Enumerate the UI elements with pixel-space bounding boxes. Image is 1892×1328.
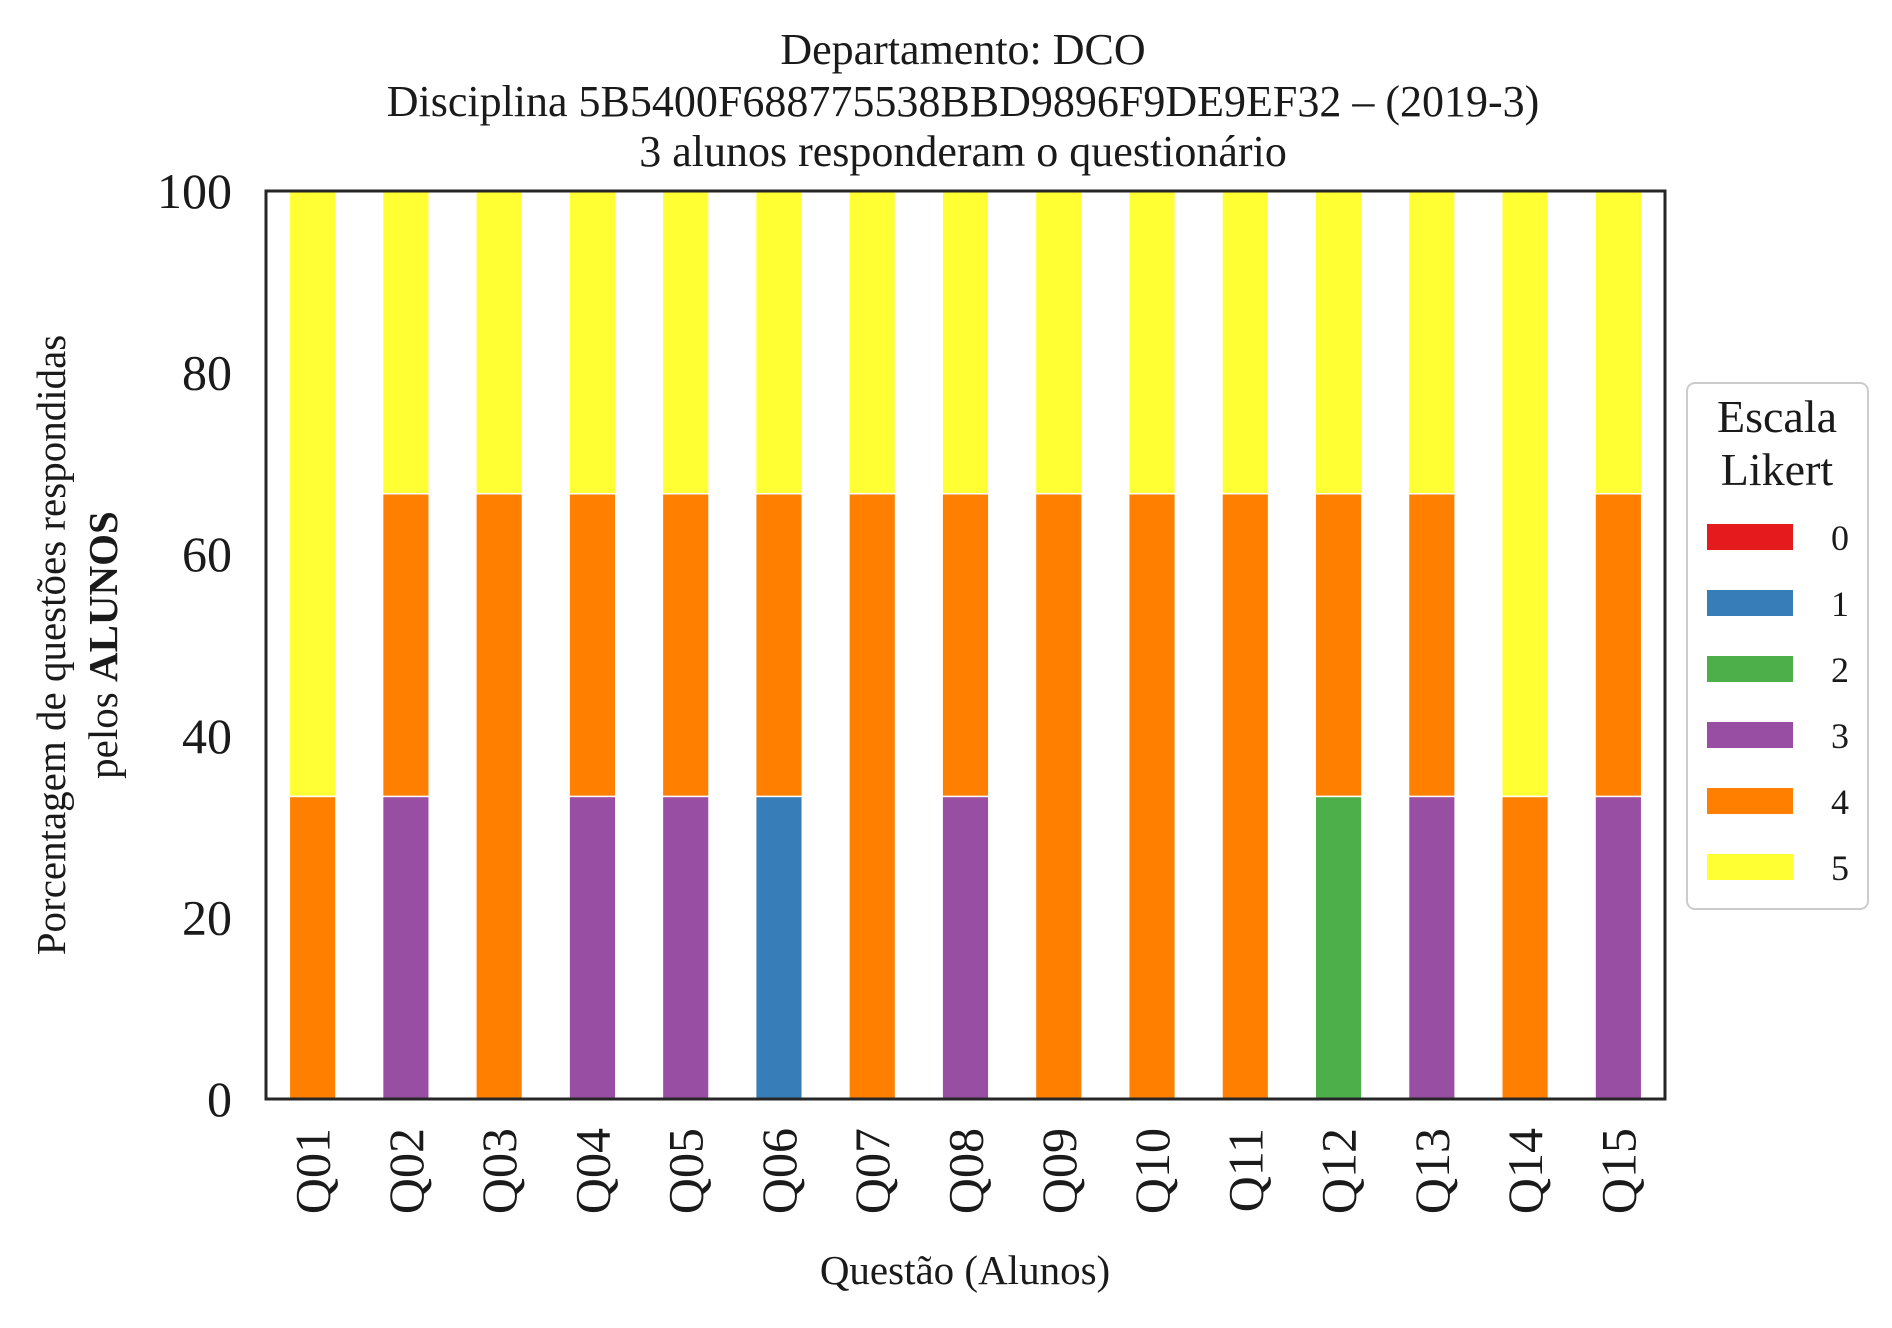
- legend: Escala Likert 0 1 2 3 4 5: [1686, 382, 1869, 910]
- y-axis-label-bold: ALUNOS: [80, 511, 126, 682]
- bar-q12-likert-2: [1314, 795, 1363, 1100]
- bar-q14-likert-5: [1501, 190, 1550, 798]
- bar-q08-likert-4: [941, 492, 990, 798]
- bar-q15-likert-3: [1594, 795, 1643, 1100]
- y-tick-label-80: 80: [182, 345, 232, 401]
- legend-label-0: 0: [1831, 518, 1849, 558]
- y-tick-label-60: 60: [182, 526, 232, 582]
- legend-title-line-2: Likert: [1721, 444, 1834, 495]
- y-tick-label-100: 100: [157, 163, 232, 219]
- bar-q01-likert-5: [288, 190, 337, 798]
- y-axis-label-prefix: pelos: [80, 682, 126, 779]
- x-tick-label-q05: Q05: [658, 1128, 714, 1214]
- bar-q09-likert-4: [1034, 492, 1083, 1100]
- bar-q11-likert-5: [1221, 190, 1270, 495]
- x-tick-label-q01: Q01: [285, 1128, 341, 1214]
- legend-items: 0 1 2 3 4 5: [1707, 518, 1849, 888]
- x-tick-label-q04: Q04: [564, 1128, 620, 1214]
- y-axis-label-line-1: Porcentagem de questões respondidas: [28, 335, 74, 956]
- bar-q05-likert-3: [661, 795, 710, 1100]
- bar-q11-likert-4: [1221, 492, 1270, 1100]
- bar-q02-likert-3: [381, 795, 430, 1100]
- x-tick-label-q08: Q08: [938, 1128, 994, 1214]
- bar-q02-likert-5: [381, 190, 430, 495]
- x-tick-label-q02: Q02: [378, 1128, 434, 1214]
- x-tick-label-q07: Q07: [844, 1128, 900, 1214]
- bar-q01-likert-4: [288, 795, 337, 1100]
- bar-q03-likert-5: [475, 190, 524, 495]
- legend-title-line-1: Escala: [1717, 391, 1837, 442]
- legend-label-3: 3: [1831, 716, 1849, 756]
- bar-q08-likert-3: [941, 795, 990, 1100]
- bar-q02-likert-4: [381, 492, 430, 798]
- legend-swatch-4: [1707, 788, 1793, 814]
- legend-swatch-3: [1707, 722, 1793, 748]
- bar-q04-likert-4: [568, 492, 617, 798]
- bar-q06-likert-1: [754, 795, 804, 1100]
- x-tick-label-q10: Q10: [1124, 1128, 1180, 1214]
- y-tick-label-0: 0: [207, 1071, 232, 1127]
- bar-q04-likert-3: [568, 795, 617, 1100]
- legend-box: [1686, 382, 1869, 910]
- bar-q10-likert-5: [1127, 190, 1177, 495]
- bar-q07-likert-5: [848, 190, 897, 495]
- legend-swatch-1: [1707, 590, 1793, 616]
- x-tick-label-q13: Q13: [1404, 1128, 1460, 1214]
- bar-q03-likert-4: [475, 492, 524, 1100]
- bar-q06-likert-5: [754, 190, 804, 495]
- bar-q06-likert-4: [754, 492, 804, 798]
- bar-q13-likert-4: [1407, 492, 1456, 798]
- bar-q13-likert-5: [1407, 190, 1456, 495]
- bar-q10-likert-4: [1127, 492, 1177, 1100]
- bar-q12-likert-4: [1314, 492, 1363, 798]
- bar-q14-likert-4: [1501, 795, 1550, 1100]
- x-tick-label-q06: Q06: [751, 1128, 807, 1214]
- bar-q12-likert-5: [1314, 190, 1363, 495]
- x-tick-label-q15: Q15: [1590, 1128, 1646, 1214]
- y-tick-label-40: 40: [182, 708, 232, 764]
- y-axis-label-line-2: pelos ALUNOS: [80, 511, 126, 779]
- bar-q07-likert-4: [848, 492, 897, 1100]
- bar-q09-likert-5: [1034, 190, 1083, 495]
- bar-q15-likert-5: [1594, 190, 1643, 495]
- bar-q15-likert-4: [1594, 492, 1643, 798]
- legend-swatch-2: [1707, 656, 1793, 682]
- y-axis-ticks: 0 20 40 60 80 100: [157, 163, 232, 1127]
- bar-q13-likert-3: [1407, 795, 1456, 1100]
- bar-q04-likert-5: [568, 190, 617, 495]
- x-tick-label-q11: Q11: [1217, 1128, 1273, 1212]
- x-tick-label-q14: Q14: [1497, 1128, 1553, 1214]
- x-tick-label-q09: Q09: [1031, 1128, 1087, 1214]
- y-tick-label-20: 20: [182, 889, 232, 945]
- legend-swatch-0: [1707, 524, 1793, 550]
- bar-q08-likert-5: [941, 190, 990, 495]
- bar-q05-likert-4: [661, 492, 710, 798]
- x-tick-label-q03: Q03: [471, 1128, 527, 1214]
- x-tick-label-q12: Q12: [1311, 1128, 1367, 1214]
- x-axis-ticks: Q01 Q02 Q03 Q04 Q05 Q06 Q07 Q08 Q09 Q10 Q11 Q12 Q13 Q…: [285, 1128, 1647, 1214]
- chart-title-line-1: Departamento: DCO: [780, 25, 1145, 74]
- bars-group: [288, 190, 1643, 1100]
- legend-label-5: 5: [1831, 848, 1849, 888]
- legend-label-1: 1: [1831, 584, 1849, 624]
- legend-label-2: 2: [1831, 650, 1849, 690]
- chart-title-line-2: Disciplina 5B5400F688775538BBD9896F9DE9E…: [387, 77, 1540, 126]
- x-axis-label: Questão (Alunos): [820, 1247, 1110, 1293]
- plot-frame: [264, 189, 1667, 1101]
- chart-title-line-3: 3 alunos responderam o questionário: [639, 127, 1287, 176]
- legend-swatch-5: [1707, 854, 1793, 880]
- bar-q05-likert-5: [661, 190, 710, 495]
- legend-label-4: 4: [1831, 782, 1849, 822]
